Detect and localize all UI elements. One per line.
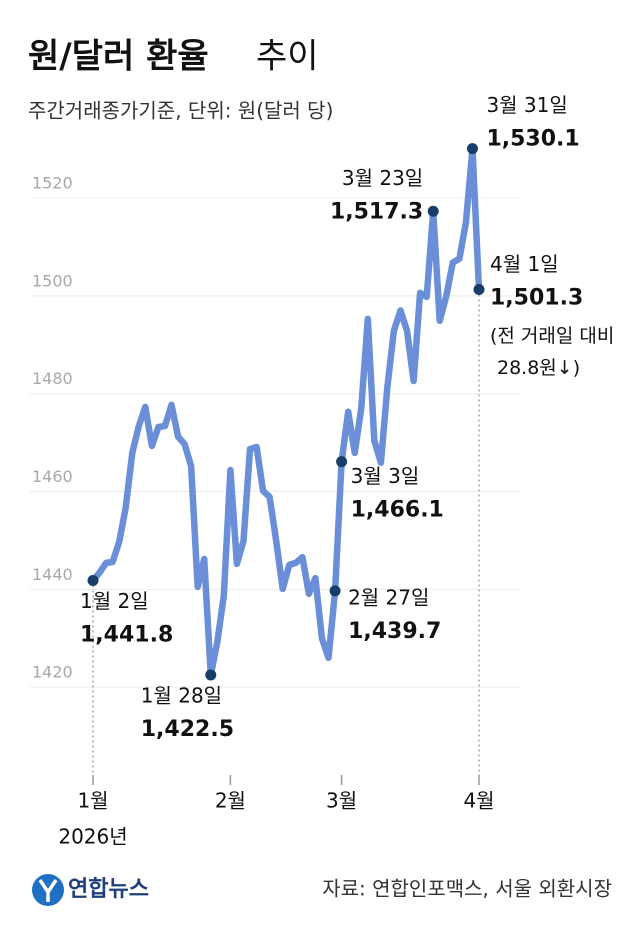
x-tick-label: 1월 — [77, 789, 108, 813]
logo: 연합뉴스 — [32, 874, 149, 906]
point-label: 1월 28일 — [141, 683, 222, 707]
value-label: 1,501.3 — [490, 286, 583, 311]
point-marker — [336, 456, 348, 468]
y-tick-label: 1520 — [32, 174, 73, 193]
value-label: 1,441.8 — [80, 623, 173, 648]
data-line — [89, 145, 483, 679]
value-label: 1,466.1 — [351, 498, 444, 523]
point-label: 4월 1일 — [490, 252, 559, 276]
value-label: 1,517.3 — [330, 199, 423, 224]
point-marker — [329, 585, 341, 597]
point-marker — [427, 205, 439, 217]
x-sublabel: 2026년 — [58, 825, 127, 849]
value-label: 1,530.1 — [486, 127, 579, 152]
point-marker — [87, 575, 99, 587]
chart-title: 원/달러 환율 — [28, 37, 209, 77]
note: 28.8원↓) — [497, 357, 580, 379]
x-tick-label: 2월 — [215, 789, 246, 813]
note: (전 거래일 대비 — [490, 325, 614, 347]
value-label: 1,439.7 — [348, 619, 441, 644]
value-label: 1,422.5 — [141, 717, 234, 742]
point-label: 3월 31일 — [486, 93, 567, 117]
point-label: 1월 2일 — [80, 589, 149, 613]
x-tick-label: 3월 — [326, 789, 357, 813]
point-marker — [205, 669, 217, 681]
y-tick-label: 1480 — [32, 369, 73, 388]
chart-subtitle: 주간거래종가기준, 단위: 원(달러 당) — [28, 99, 333, 123]
chart-title-suffix: 추이 — [256, 37, 319, 77]
point-marker — [466, 143, 478, 155]
source: 자료: 연합인포맥스, 서울 외환시장 — [322, 877, 612, 901]
y-tick-label: 1460 — [32, 467, 73, 486]
y-tick-label: 1420 — [32, 663, 73, 682]
point-marker — [473, 284, 485, 296]
point-label: 3월 3일 — [351, 464, 420, 488]
point-label: 3월 23일 — [342, 166, 423, 190]
point-label: 2월 27일 — [348, 585, 429, 609]
y-tick-label: 1500 — [32, 271, 73, 290]
x-tick-label: 4월 — [463, 789, 494, 813]
logo-mark — [38, 879, 58, 902]
y-tick-label: 1440 — [32, 565, 73, 584]
logo-text: 연합뉴스 — [68, 876, 149, 902]
